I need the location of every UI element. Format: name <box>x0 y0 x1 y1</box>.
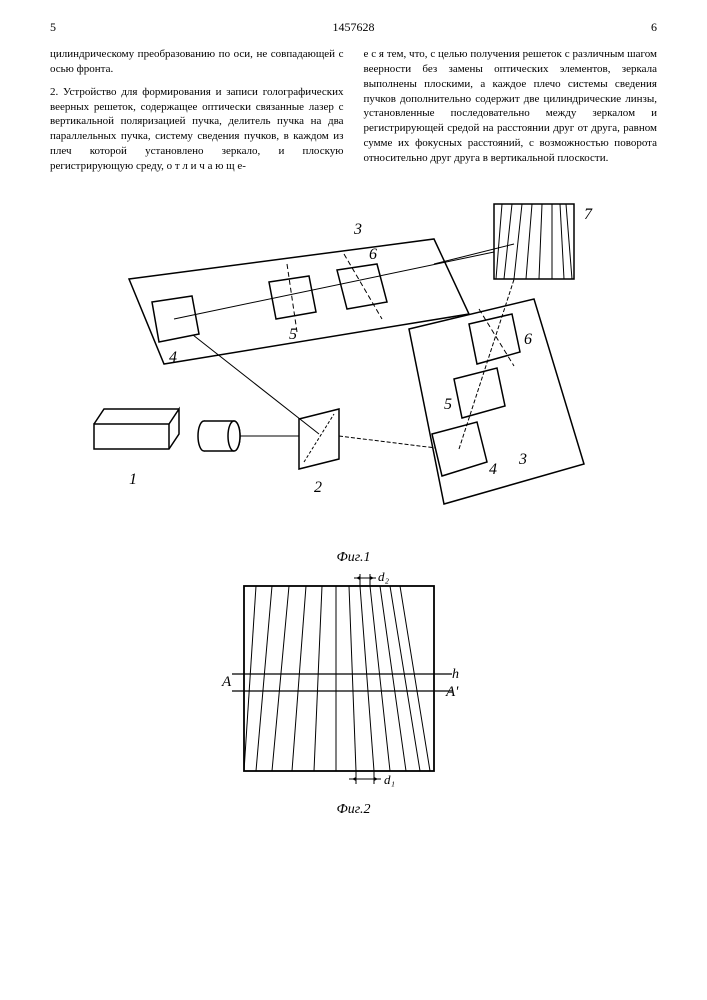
d2-marker: d₂ <box>354 569 390 586</box>
label-4-right: 4 <box>489 461 497 478</box>
figure-1: 1 2 3 4 <box>50 184 657 566</box>
page-header: 5 1457628 6 <box>50 20 657 35</box>
lens-5-right: 5 <box>444 368 505 418</box>
label-d1: d₁ <box>384 772 395 787</box>
lens-6-upper: 6 <box>337 246 387 319</box>
laser-box: 1 <box>94 409 179 488</box>
figure-2: A A' h d₂ d₁ Фиг.2 <box>50 566 657 818</box>
label-7: 7 <box>584 206 593 223</box>
right-column: е с я тем, что, с целью получения решето… <box>364 47 658 174</box>
right-para1: е с я тем, что, с целью получения решето… <box>364 47 658 166</box>
label-1: 1 <box>129 471 137 488</box>
beam-splitter: 2 <box>299 409 339 496</box>
left-column: цилиндрическому преобразованию по оси, н… <box>50 47 344 174</box>
mirror-right: 4 <box>432 422 497 478</box>
fan-lines <box>244 586 430 771</box>
mirror-upper: 4 <box>152 296 199 366</box>
label-6-right: 6 <box>524 331 532 348</box>
fig2-label: Фиг.2 <box>50 802 657 818</box>
label-3-upper: 3 <box>353 221 362 238</box>
doc-number: 1457628 <box>333 20 375 35</box>
collimator <box>198 421 240 451</box>
label-4-upper: 4 <box>169 349 177 366</box>
d1-marker: d₁ <box>349 771 395 787</box>
label-Aprime: A' <box>445 684 459 700</box>
lens-5-upper: 5 <box>269 264 316 343</box>
left-para1: цилиндрическому преобразованию по оси, н… <box>50 47 344 77</box>
label-5-right: 5 <box>444 396 452 413</box>
label-3-right: 3 <box>518 451 527 468</box>
label-5-upper: 5 <box>289 326 297 343</box>
lens-6-right: 6 <box>469 309 532 366</box>
left-page-num: 5 <box>50 20 56 35</box>
text-body: цилиндрическому преобразованию по оси, н… <box>50 47 657 174</box>
label-h: h <box>452 667 459 682</box>
label-6-upper: 6 <box>369 246 377 263</box>
target-grating: 7 <box>494 204 593 279</box>
label-A: A <box>221 674 232 690</box>
label-2: 2 <box>314 479 322 496</box>
left-para2: 2. Устройство для формирования и записи … <box>50 85 344 174</box>
fig1-svg: 1 2 3 4 <box>74 184 634 544</box>
fig2-svg: A A' h d₂ d₁ <box>184 566 524 796</box>
fig1-label: Фиг.1 <box>50 550 657 566</box>
right-page-num: 6 <box>651 20 657 35</box>
label-d2: d₂ <box>378 569 390 584</box>
